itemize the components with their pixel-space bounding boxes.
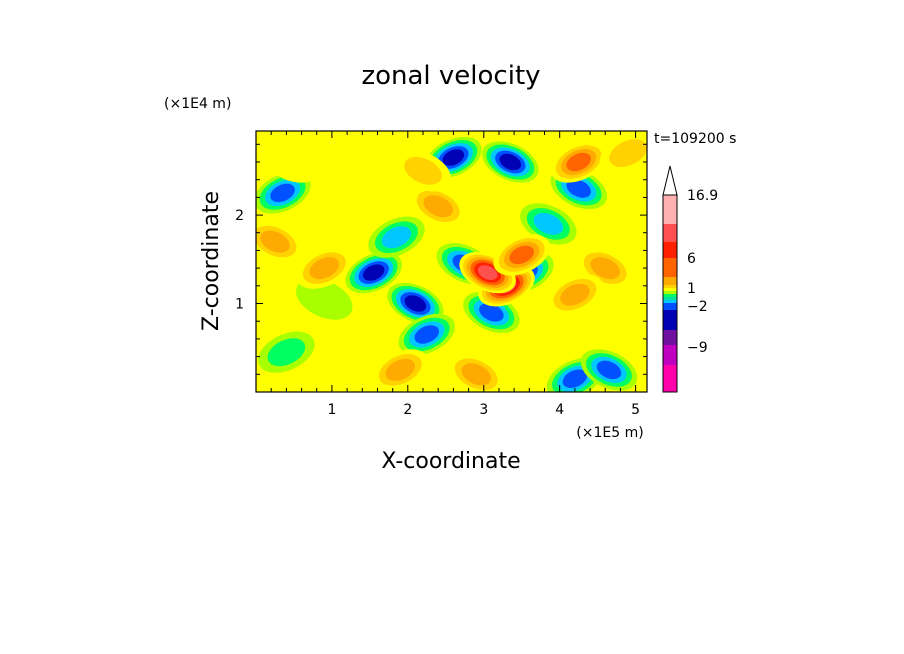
contour-level [423,195,453,218]
contour-level [533,212,564,235]
x-tick-label: 5 [631,402,640,418]
colorbar: 16.9 6 1 −2 −9 [662,165,718,393]
colorbar-label: 16.9 [687,188,718,204]
contour-level [560,283,590,306]
contour-level [309,257,340,280]
y-unit-label: (×1E4 m) [164,96,231,112]
contour-level [592,291,647,334]
colorbar-swatch [663,258,677,277]
contour-level [590,257,620,280]
y-axis-label: Z-coordinate [199,191,224,331]
colorbar-swatch [663,300,677,303]
contour-level [566,152,591,172]
contour-level [499,153,522,171]
contour-level [260,230,290,253]
colorbar-swatch [663,285,677,288]
contour-level [404,295,427,312]
chart-title: zonal velocity [361,61,540,91]
y-tick-label: 1 [235,297,244,313]
colorbar-label: 1 [687,281,696,297]
contour-level [334,167,391,210]
colorbar-swatch [663,242,677,258]
contour-level [562,369,588,388]
contour-level [385,358,416,381]
colorbar-swatch [663,277,677,285]
colorbar-swatch [663,310,677,330]
colorbar-swatch [663,330,677,345]
contour-level [596,360,622,380]
contour-level [362,264,385,281]
colorbar-swatch [663,345,677,365]
colorbar-label: 6 [687,251,696,267]
contour-level [296,278,353,320]
contour-level [270,183,295,203]
y-tick-label: 2 [235,208,244,224]
x-axis-label: X-coordinate [381,449,520,474]
time-label: t=109200 s [654,131,736,147]
contour-level [442,149,465,166]
colorbar-label: −9 [687,340,708,356]
colorbar-swatch [663,195,677,224]
contour-level [267,338,306,367]
colorbar-swatch [663,303,677,310]
contour-level [404,156,442,185]
colorbar-max-triangle [662,165,678,196]
contour-level [566,179,591,198]
colorbar-label: −2 [687,299,708,315]
colorbar-swatch [663,294,677,297]
contour-level [381,226,412,249]
colorbar-swatch [663,297,677,300]
plot-frame [255,130,648,393]
colorbar-swatch [663,365,677,392]
contour-level [477,265,498,280]
x-tick-label: 4 [555,402,564,418]
contour-level [479,303,504,322]
colorbar-swatch [663,224,677,242]
x-tick-label: 2 [403,402,412,418]
contour-level [461,363,491,386]
contour-level [261,141,319,183]
colorbar-swatch [663,291,677,294]
x-tick-label: 1 [327,402,336,418]
contour-level [609,139,647,168]
contour-level [414,325,440,344]
contour-level [509,245,534,265]
x-tick-label: 3 [479,402,488,418]
heatmap-area [256,131,647,392]
colorbar-swatch [663,288,677,291]
x-unit-label: (×1E5 m) [576,425,643,441]
